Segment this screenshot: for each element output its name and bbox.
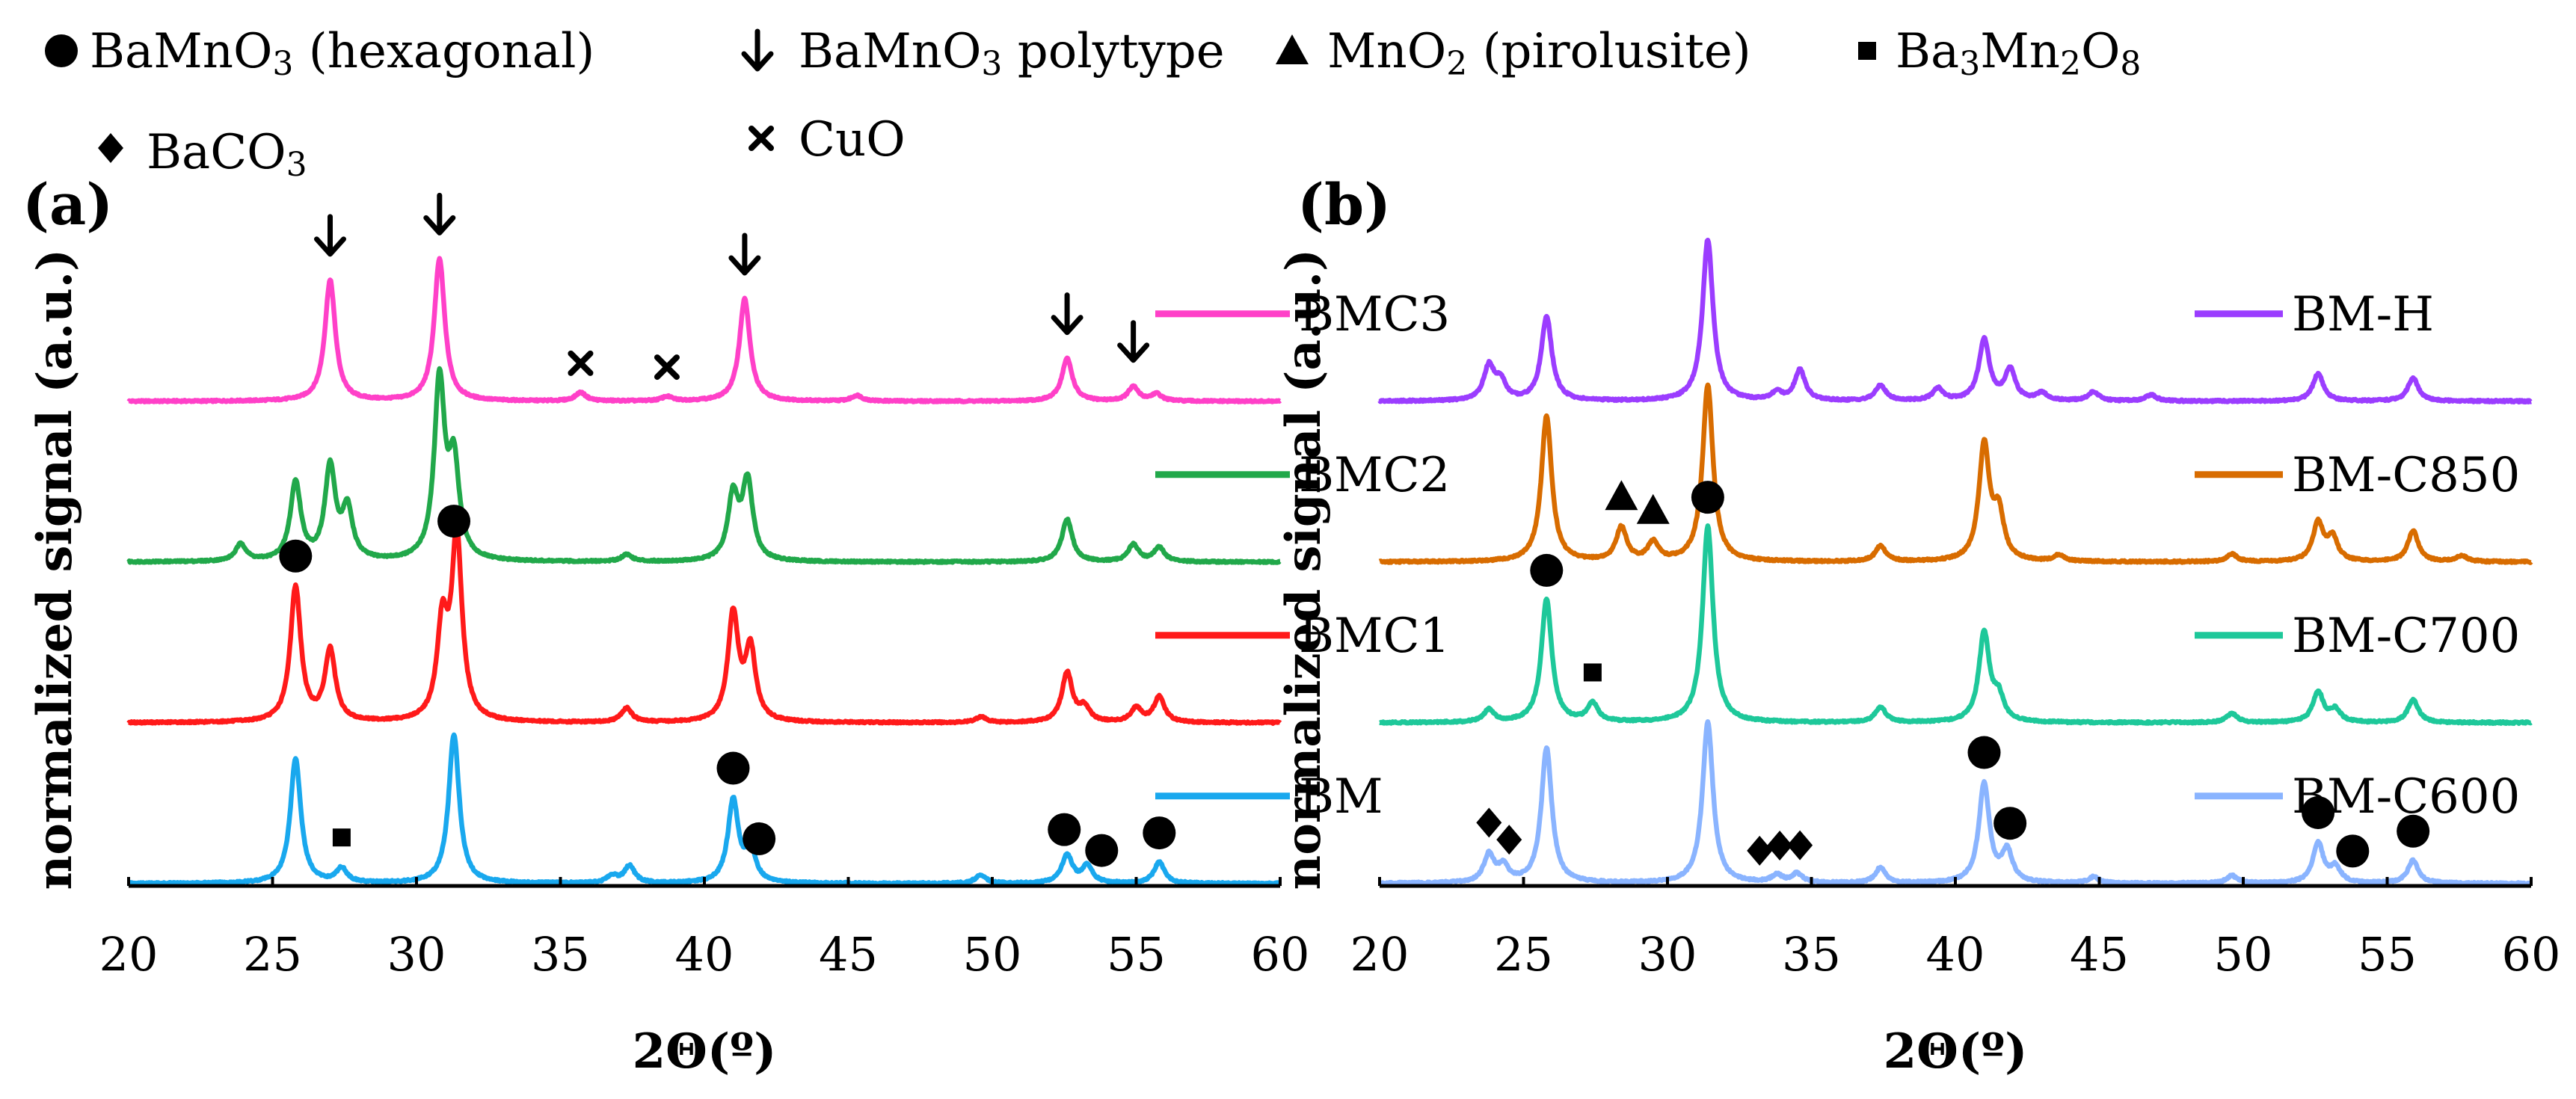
legend-entry-1-label: BaMnO3 polytype	[799, 24, 1225, 83]
x-tick-label: 40	[675, 927, 734, 982]
legend-entry-0-label: BaMnO3 (hexagonal)	[90, 24, 594, 83]
x-axis-label: 2Θ(º)	[633, 1023, 777, 1080]
annotation-circle-marker	[2397, 814, 2430, 848]
annotation-diamond-marker	[1496, 825, 1522, 855]
x-tick-label: 35	[531, 927, 590, 982]
x-tick-label: 40	[1926, 927, 1985, 982]
x-tick-label: 55	[2358, 927, 2417, 982]
y-axis-label: normalized signal (a.u.)	[1276, 249, 1332, 890]
legend-cross-icon	[748, 126, 774, 151]
annotation-arrow-marker	[314, 214, 346, 257]
annotation-circle-marker	[2336, 834, 2370, 868]
annotation-triangle-marker	[1636, 493, 1670, 524]
series-bmc1-label: BMC1	[1299, 609, 1450, 664]
annotation-arrow-marker	[1051, 292, 1083, 336]
annotation-arrow-marker	[1117, 320, 1150, 363]
annotation-circle-marker	[2302, 795, 2335, 829]
annotation-circle-marker	[1085, 834, 1119, 867]
x-tick-label: 30	[387, 927, 446, 982]
x-tick-label: 20	[99, 927, 159, 982]
annotation-circle-marker	[716, 751, 750, 785]
annotation-cross-marker	[568, 350, 594, 376]
x-axis-label: 2Θ(º)	[1884, 1023, 2028, 1080]
legend-entry-5-label: CuO	[799, 112, 906, 167]
annotation-circle-marker	[279, 539, 313, 573]
x-tick-label: 20	[1350, 927, 1410, 982]
annotation-square-marker	[332, 828, 351, 847]
annotation-circle-marker	[743, 822, 776, 855]
x-tick-label: 30	[1638, 927, 1697, 982]
x-tick-label: 55	[1107, 927, 1166, 982]
x-tick-label: 50	[963, 927, 1022, 982]
x-tick-label: 60	[2502, 927, 2561, 982]
annotation-arrow-marker	[728, 233, 761, 276]
x-tick-label: 25	[243, 927, 302, 982]
annotation-circle-marker	[1691, 481, 1724, 514]
series-bmc1-line	[126, 522, 1282, 726]
series-bmc3-line	[126, 256, 1282, 404]
legend-entry-4-label: BaCO3	[147, 125, 307, 184]
annotation-cross-marker	[654, 354, 680, 381]
legend-diamond-icon	[98, 133, 123, 163]
x-tick-label: 50	[2214, 927, 2273, 982]
y-axis-label: normalized signal (a.u.)	[27, 249, 83, 890]
annotation-diamond-marker	[1476, 807, 1502, 838]
annotation-arrow-marker	[423, 192, 456, 236]
legend-arrow-icon	[741, 28, 774, 72]
legend-triangle-icon	[1276, 34, 1309, 64]
series-bm-h-line	[1377, 237, 2533, 405]
annotation-circle-marker	[1530, 553, 1564, 587]
series-bm-c850-label: BM-C850	[2292, 448, 2520, 503]
legend-entry-3-label: Ba3Mn2O8	[1896, 24, 2141, 83]
x-tick-label: 35	[1782, 927, 1841, 982]
series-bm-c850-line	[1377, 382, 2533, 565]
panel-a: BMC3 BMC2 BMC1 BM 20 25 30 35 40 45 50 55 60 2Θ(º) nor…	[22, 171, 1450, 1080]
annotation-diamond-marker	[1747, 835, 1773, 866]
series-bmc2-label: BMC2	[1299, 448, 1450, 503]
x-tick-label: 45	[2070, 927, 2129, 982]
x-tick-label: 25	[1494, 927, 1553, 982]
annotation-diamond-marker	[1767, 830, 1793, 861]
annotation-circle-marker	[1967, 736, 2001, 769]
legend-circle-icon	[45, 34, 78, 67]
annotation-circle-marker	[1994, 807, 2027, 840]
legend: BaMnO3 (hexagonal) BaMnO3 polytype MnO2 (p…	[45, 24, 2141, 184]
x-tick-label: 45	[819, 927, 878, 982]
series-bm-h-label: BM-H	[2292, 287, 2434, 342]
panel-label: (a)	[22, 171, 113, 238]
annotation-square-marker	[1583, 663, 1602, 682]
annotation-circle-marker	[1048, 813, 1081, 846]
series-bm-label: BM	[1299, 769, 1383, 825]
panel-label: (b)	[1297, 171, 1391, 238]
annotation-triangle-marker	[1605, 480, 1638, 511]
legend-entry-2-label: MnO2 (pirolusite)	[1327, 24, 1751, 83]
annotation-diamond-marker	[1787, 830, 1813, 861]
legend-square-icon	[1858, 42, 1876, 60]
series-bm-c700-line	[1377, 523, 2533, 726]
annotation-circle-marker	[437, 505, 471, 538]
series-bm-c700-label: BM-C700	[2292, 609, 2520, 664]
series-bmc2-line	[126, 366, 1282, 565]
annotation-circle-marker	[1143, 816, 1176, 850]
x-tick-label: 60	[1251, 927, 1310, 982]
series-bmc3-label: BMC3	[1299, 287, 1450, 342]
